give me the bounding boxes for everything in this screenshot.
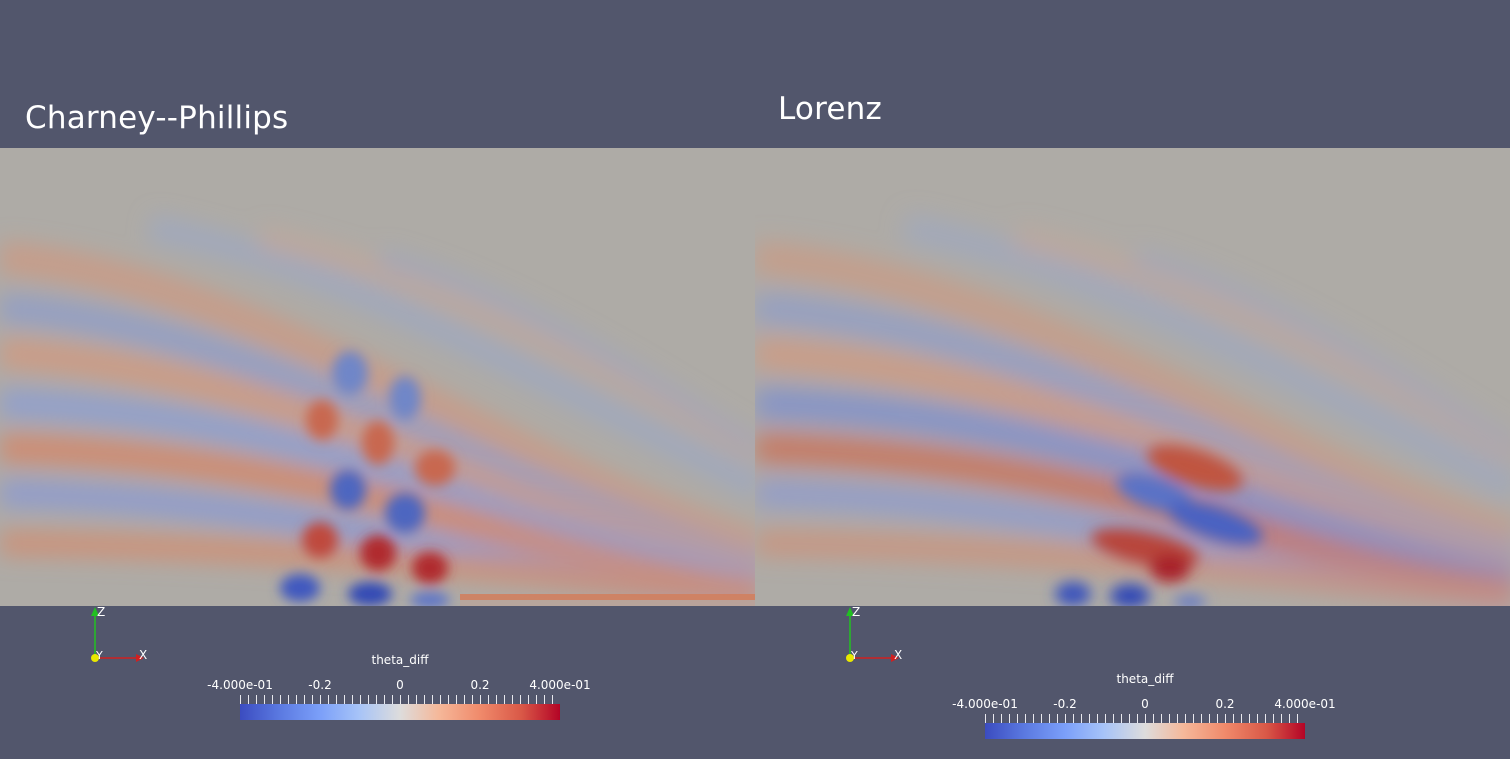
axis-z-label: Z bbox=[97, 605, 105, 619]
wave-band bbox=[902, 214, 1510, 501]
view-lorenz: Lorenz bbox=[755, 0, 1510, 754]
axis-y-label: Y bbox=[850, 649, 858, 662]
field-plot bbox=[755, 148, 1510, 606]
wave-band bbox=[0, 241, 755, 565]
colorbar-title: theta_diff bbox=[371, 653, 429, 667]
view-charney-phillips: Charney--Phillips bbox=[0, 0, 755, 754]
field-plot bbox=[0, 148, 755, 606]
wave-band bbox=[147, 214, 755, 501]
wave-band bbox=[755, 241, 1510, 555]
axis-x-label: X bbox=[894, 648, 902, 662]
colorbar-tick-label: -4.000e-01 bbox=[207, 678, 273, 692]
colorbar-tick-label: -0.2 bbox=[1053, 697, 1077, 711]
view-title: Charney--Phillips bbox=[25, 100, 289, 136]
axis-y-label: Y bbox=[95, 649, 103, 662]
colorbar-ticks bbox=[985, 714, 1305, 723]
colorbar-ticks bbox=[240, 695, 560, 704]
colorbar-tick-label: -0.2 bbox=[308, 678, 332, 692]
colorbar-tick-label: -4.000e-01 bbox=[952, 697, 1018, 711]
colorbar-tick-label: 4.000e-01 bbox=[529, 678, 591, 692]
colorbar-gradient bbox=[985, 723, 1305, 739]
colorbar-tick-label: 0 bbox=[1141, 697, 1149, 711]
wave-band bbox=[1132, 248, 1510, 457]
colorbar-tick-label: 0.2 bbox=[470, 678, 490, 692]
axis-x-label: X bbox=[139, 648, 147, 662]
axis-z-label: Z bbox=[852, 605, 860, 619]
colorbar-title: theta_diff bbox=[1116, 672, 1174, 686]
orientation-axes: Z X Y bbox=[91, 605, 147, 662]
colorbar-tick-label: 0.2 bbox=[1215, 697, 1235, 711]
view-title: Lorenz bbox=[778, 91, 882, 127]
orientation-axes: Z X Y bbox=[846, 605, 902, 662]
colorbar-tick-label: 0 bbox=[396, 678, 404, 692]
colorbar-tick-label: 4.000e-01 bbox=[1274, 697, 1336, 711]
colorbar: theta_diff -4.000e-01 -0.2 0 0.2 4.000e-… bbox=[190, 650, 610, 740]
wave-band bbox=[0, 388, 755, 599]
wave-band bbox=[377, 248, 755, 457]
wave-band bbox=[755, 531, 1510, 606]
colorbar: theta_diff -4.000e-01 -0.2 0 0.2 4.000e-… bbox=[935, 669, 1355, 759]
colorbar-gradient bbox=[240, 704, 560, 720]
wave-band bbox=[0, 530, 755, 606]
